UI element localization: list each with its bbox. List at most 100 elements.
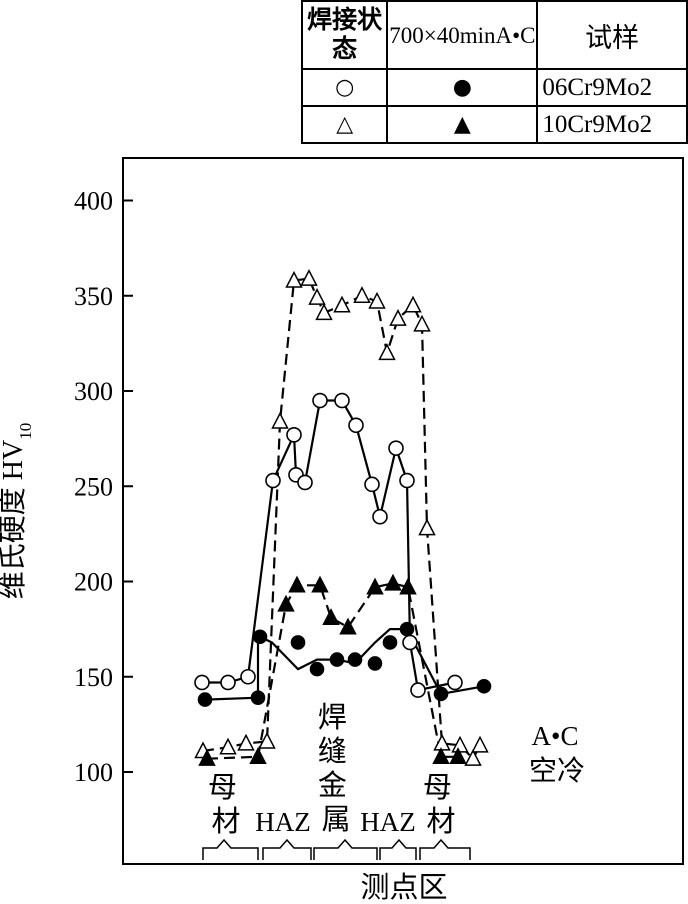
zone-base-metal-left: 母 材 (208, 772, 244, 838)
marker-10cr9mo2-ac (271, 411, 289, 429)
brace-base-metal-right (419, 838, 471, 860)
marker-10cr9mo2-ac (368, 291, 386, 309)
zone-base-metal-right: 母 材 (423, 772, 459, 838)
marker-06cr9mo2-tempered (250, 690, 266, 706)
y-tick-label: 200 (74, 568, 113, 597)
series-10cr9mo2-tempered-line (206, 582, 458, 760)
legend-header-state: 焊接状态 (300, 0, 389, 70)
marker-06cr9mo2-ac (265, 472, 281, 489)
marker-06cr9mo2-ac (240, 668, 256, 685)
marker-06cr9mo2-ac (334, 392, 350, 409)
y-tick-label: 150 (74, 663, 113, 692)
legend-open-triangle: △ (300, 105, 389, 144)
zone-weld-metal-char1: 焊 (318, 701, 347, 734)
marker-06cr9mo2-ac (399, 472, 415, 489)
marker-06cr9mo2-ac (402, 634, 418, 651)
marker-10cr9mo2-tempered (322, 608, 340, 625)
marker-06cr9mo2-ac (410, 682, 426, 698)
marker-10cr9mo2-ac (237, 733, 255, 751)
brace-weld-metal (313, 838, 378, 860)
marker-06cr9mo2-tempered (367, 656, 383, 671)
y-axis-label-subscript: 10 (16, 423, 35, 440)
marker-06cr9mo2-ac (286, 427, 302, 443)
marker-10cr9mo2-tempered (198, 749, 216, 766)
legend-table: 焊接状态 700×40minA•C 试样 ○ ● 06Cr9Mo2 △ ▲ 10… (300, 0, 688, 144)
marker-10cr9mo2-tempered (384, 573, 402, 591)
marker-10cr9mo2-tempered (249, 747, 267, 765)
marker-10cr9mo2-ac (418, 518, 436, 536)
y-tick-label: 300 (74, 377, 113, 406)
legend-open-circle: ○ (300, 68, 389, 107)
legend-filled-triangle: ▲ (386, 105, 539, 144)
zone-weld-metal-char3: 金 (318, 769, 347, 802)
marker-06cr9mo2-tempered (433, 686, 449, 702)
plot-frame (122, 157, 684, 865)
marker-10cr9mo2-tempered (288, 575, 306, 593)
marker-10cr9mo2-ac (258, 731, 276, 749)
marker-06cr9mo2-ac (297, 474, 313, 491)
legend-sample-06cr9mo2: 06Cr9Mo2 (536, 68, 688, 107)
marker-06cr9mo2-ac (447, 674, 463, 691)
series-10cr9mo2-ac-line (202, 277, 481, 761)
marker-10cr9mo2-ac (389, 308, 407, 326)
marker-06cr9mo2-tempered (399, 621, 415, 637)
zone-weld-metal: 焊 缝 金 属 (318, 701, 354, 836)
zone-braces (202, 838, 471, 860)
marker-10cr9mo2-ac (433, 733, 451, 751)
zone-haz-left: HAZ (255, 807, 311, 837)
legend-filled-circle: ● (386, 68, 539, 107)
y-axis-label: 维氏硬度 HV10 (0, 423, 35, 599)
legend-header-sample: 试样 (536, 0, 688, 70)
legend-sample-10cr9mo2: 10Cr9Mo2 (536, 105, 688, 144)
y-tick-label: 400 (74, 187, 113, 216)
marker-10cr9mo2-ac (413, 314, 431, 332)
legend-header-treatment: 700×40minA•C (386, 0, 539, 70)
zone-base-metal-right-char1: 母 (423, 772, 452, 804)
cooling-label-line2: 空冷 (529, 755, 585, 787)
marker-06cr9mo2-tempered (476, 678, 492, 694)
zone-haz-right: HAZ (360, 807, 416, 837)
y-tick-label: 100 (74, 758, 113, 787)
marker-06cr9mo2-ac (388, 440, 404, 456)
marker-10cr9mo2-ac (300, 268, 318, 286)
y-tick-label: 250 (74, 472, 113, 501)
marker-06cr9mo2-ac (372, 508, 388, 525)
marker-06cr9mo2-tempered (309, 661, 325, 677)
marker-06cr9mo2-tempered (329, 652, 345, 667)
marker-06cr9mo2-tempered (290, 635, 306, 650)
marker-10cr9mo2-tempered (399, 577, 417, 595)
y-axis: 100 150 200 250 300 350 400 (74, 187, 133, 787)
cooling-label-line1: A•C (532, 721, 579, 751)
zone-base-metal-right-char2: 材 (426, 805, 455, 838)
marker-10cr9mo2-tempered (311, 575, 329, 593)
marker-10cr9mo2-ac (219, 737, 237, 755)
marker-10cr9mo2-ac (471, 735, 489, 753)
series-markers (194, 268, 492, 766)
marker-06cr9mo2-tempered (252, 629, 268, 645)
marker-06cr9mo2-tempered (197, 692, 213, 707)
marker-10cr9mo2-ac (308, 288, 326, 305)
brace-base-metal-left (202, 838, 259, 860)
marker-06cr9mo2-ac (220, 674, 236, 691)
marker-06cr9mo2-ac (312, 392, 328, 409)
marker-10cr9mo2-ac (315, 303, 333, 321)
marker-06cr9mo2-ac (348, 417, 364, 434)
marker-10cr9mo2-ac (333, 295, 351, 313)
marker-06cr9mo2-tempered (347, 652, 363, 667)
marker-10cr9mo2-ac (285, 270, 303, 288)
marker-10cr9mo2-tempered (449, 747, 467, 765)
brace-haz-right (379, 838, 417, 860)
marker-10cr9mo2-ac (404, 295, 422, 313)
brace-haz-left (262, 838, 312, 860)
marker-06cr9mo2-tempered (382, 635, 398, 650)
marker-10cr9mo2-ac (353, 286, 371, 303)
marker-06cr9mo2-ac (194, 674, 210, 691)
marker-10cr9mo2-tempered (432, 747, 450, 765)
zone-base-metal-left-char2: 材 (211, 805, 240, 838)
zone-weld-metal-char2: 缝 (318, 735, 347, 768)
x-axis-label: 测点区 (360, 871, 447, 904)
y-tick-label: 350 (74, 282, 113, 311)
marker-10cr9mo2-ac (378, 343, 396, 361)
marker-06cr9mo2-ac (364, 476, 380, 493)
